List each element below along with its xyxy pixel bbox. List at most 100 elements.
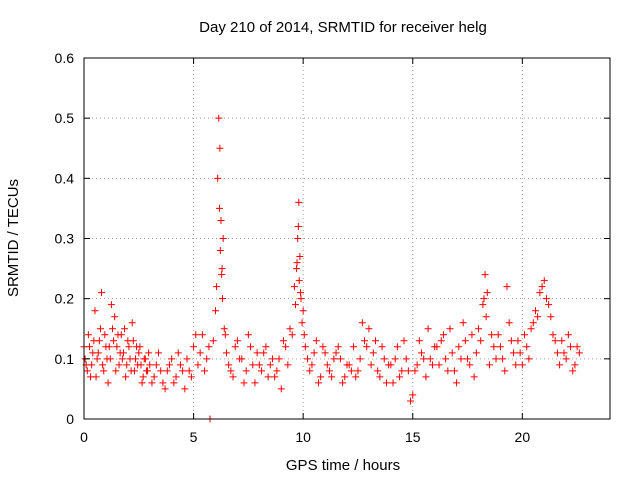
data-point xyxy=(503,283,511,291)
data-point xyxy=(444,367,452,375)
data-point xyxy=(505,319,513,327)
data-point xyxy=(341,373,349,381)
data-point xyxy=(380,355,388,363)
data-point xyxy=(187,373,195,381)
data-point xyxy=(409,391,417,399)
data-point xyxy=(136,343,144,351)
data-point xyxy=(420,355,428,363)
data-point xyxy=(485,361,493,369)
data-point xyxy=(240,379,248,387)
data-point xyxy=(521,331,529,339)
data-point xyxy=(181,385,189,393)
data-point xyxy=(385,361,393,369)
data-point xyxy=(301,343,309,351)
data-point xyxy=(352,373,360,381)
data-point xyxy=(435,361,443,369)
data-point xyxy=(297,289,305,297)
data-point xyxy=(122,373,130,381)
data-point xyxy=(92,373,100,381)
data-point xyxy=(218,265,226,273)
data-point xyxy=(286,325,294,333)
data-point xyxy=(83,367,91,375)
data-point xyxy=(152,361,160,369)
data-point xyxy=(268,355,276,363)
data-point xyxy=(527,325,535,333)
data-point xyxy=(99,361,107,369)
data-point xyxy=(398,367,406,375)
data-point xyxy=(529,319,537,327)
data-point xyxy=(135,349,143,357)
data-point xyxy=(531,307,539,315)
data-point xyxy=(477,337,485,345)
data-point xyxy=(319,343,327,351)
data-point xyxy=(363,343,371,351)
data-point xyxy=(132,355,140,363)
data-point xyxy=(266,361,274,369)
data-point xyxy=(453,379,461,387)
data-point xyxy=(573,343,581,351)
data-point xyxy=(321,349,329,357)
data-point xyxy=(564,331,572,339)
data-point xyxy=(306,367,314,375)
data-points xyxy=(80,114,583,423)
data-point xyxy=(298,319,306,327)
data-point xyxy=(215,204,223,212)
data-point xyxy=(428,361,436,369)
data-point xyxy=(308,361,316,369)
data-point xyxy=(227,367,235,375)
data-point xyxy=(142,367,150,375)
data-point xyxy=(422,373,430,381)
data-point xyxy=(382,379,390,387)
data-point xyxy=(545,301,553,309)
data-point xyxy=(98,289,106,297)
data-point xyxy=(229,373,237,381)
data-point xyxy=(242,367,250,375)
data-point xyxy=(145,349,153,357)
data-point xyxy=(244,331,252,339)
data-point xyxy=(123,361,131,369)
data-point xyxy=(304,355,312,363)
data-point xyxy=(330,355,338,363)
y-axis-title: SRMTID / TECUs xyxy=(5,179,22,297)
data-point xyxy=(258,367,266,375)
data-point xyxy=(138,379,146,387)
data-point xyxy=(339,379,347,387)
data-point xyxy=(90,337,98,345)
data-point xyxy=(490,343,498,351)
data-point xyxy=(466,361,474,369)
data-point xyxy=(112,367,120,375)
data-point xyxy=(217,216,225,224)
data-point xyxy=(494,331,502,339)
data-point xyxy=(300,331,308,339)
data-point xyxy=(163,367,171,375)
data-point xyxy=(514,337,522,345)
data-point xyxy=(150,373,158,381)
data-point xyxy=(221,331,229,339)
x-tick-label: 20 xyxy=(515,429,531,445)
data-point xyxy=(168,355,176,363)
data-point xyxy=(516,349,524,357)
data-point xyxy=(496,343,504,351)
data-point xyxy=(174,349,182,357)
data-point xyxy=(262,343,270,351)
data-point xyxy=(108,325,116,333)
data-point xyxy=(567,343,575,351)
data-point xyxy=(510,349,518,357)
data-point xyxy=(170,379,178,387)
data-point xyxy=(488,331,496,339)
data-point xyxy=(358,319,366,327)
data-point xyxy=(470,373,478,381)
data-point xyxy=(115,361,123,369)
data-point xyxy=(482,313,490,321)
data-point xyxy=(172,373,180,381)
data-point xyxy=(249,361,257,369)
y-tick-label: 0.4 xyxy=(55,170,75,186)
data-point xyxy=(499,355,507,363)
data-point xyxy=(558,337,566,345)
data-point xyxy=(424,325,432,333)
x-axis-title: GPS time / hours xyxy=(286,457,400,474)
data-point xyxy=(214,174,222,182)
data-point xyxy=(85,343,93,351)
